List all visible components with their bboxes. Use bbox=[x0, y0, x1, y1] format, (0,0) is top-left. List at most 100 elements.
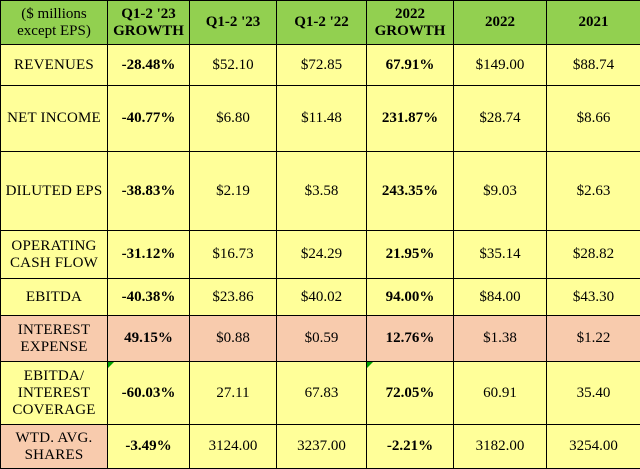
cell-2022: $149.00 bbox=[454, 45, 547, 86]
row-label: REVENUES bbox=[1, 45, 108, 86]
row-label: EBITDA/ INTEREST COVERAGE bbox=[1, 362, 108, 425]
row-label: EBITDA bbox=[1, 279, 108, 316]
cell-q12-23-growth: -3.49% bbox=[108, 425, 190, 469]
cell-value: -60.03% bbox=[122, 385, 176, 401]
cell-2021: $28.82 bbox=[547, 231, 640, 279]
table-row-revenues: REVENUES -28.48% $52.10 $72.85 67.91% $1… bbox=[1, 45, 640, 86]
table-row-interest-coverage: EBITDA/ INTEREST COVERAGE -60.03% 27.11 … bbox=[1, 362, 640, 425]
cell-2021: $2.63 bbox=[547, 152, 640, 231]
row-label-line: EBITDA/ bbox=[3, 368, 105, 385]
row-label-line: REVENUES bbox=[3, 57, 105, 74]
cell-2022-growth: 72.05% bbox=[367, 362, 454, 425]
row-label-line: INTEREST bbox=[3, 322, 105, 339]
cell-2021: $88.74 bbox=[547, 45, 640, 86]
cell-q12-23-growth: -31.12% bbox=[108, 231, 190, 279]
row-label: INTEREST EXPENSE bbox=[1, 316, 108, 362]
cell-2021: $43.30 bbox=[547, 279, 640, 316]
cell-q12-22: 3237.00 bbox=[277, 425, 367, 469]
table-row-ebitda: EBITDA -40.38% $23.86 $40.02 94.00% $84.… bbox=[1, 279, 640, 316]
row-label-line: NET INCOME bbox=[3, 110, 105, 127]
header-line: 2022 bbox=[456, 14, 544, 31]
header-2022-growth: 2022 GROWTH bbox=[367, 1, 454, 45]
header-label-line: except EPS) bbox=[3, 23, 105, 40]
cell-2021: $8.66 bbox=[547, 86, 640, 152]
table-row-diluted-eps: DILUTED EPS -38.83% $2.19 $3.58 243.35% … bbox=[1, 152, 640, 231]
row-label-line: OPERATING bbox=[3, 238, 105, 255]
cell-q12-22: $40.02 bbox=[277, 279, 367, 316]
header-q12-22: Q1-2 '22 bbox=[277, 1, 367, 45]
cell-q12-23-growth: -40.77% bbox=[108, 86, 190, 152]
cell-2022: $84.00 bbox=[454, 279, 547, 316]
cell-q12-23: $16.73 bbox=[190, 231, 277, 279]
row-label-line: DILUTED EPS bbox=[3, 183, 105, 200]
cell-2021: 35.40 bbox=[547, 362, 640, 425]
row-label-line: COVERAGE bbox=[3, 402, 105, 419]
cell-q12-22: $72.85 bbox=[277, 45, 367, 86]
header-line: 2022 bbox=[369, 6, 451, 23]
header-line: GROWTH bbox=[369, 23, 451, 40]
header-line: GROWTH bbox=[110, 23, 187, 40]
cell-2022: 60.91 bbox=[454, 362, 547, 425]
row-label: OPERATING CASH FLOW bbox=[1, 231, 108, 279]
comment-marker-icon bbox=[367, 362, 373, 368]
cell-q12-22: $11.48 bbox=[277, 86, 367, 152]
cell-2022-growth: 231.87% bbox=[367, 86, 454, 152]
cell-q12-23: 3124.00 bbox=[190, 425, 277, 469]
comment-marker-icon bbox=[108, 362, 114, 368]
cell-q12-23-growth: -60.03% bbox=[108, 362, 190, 425]
cell-q12-23-growth: -40.38% bbox=[108, 279, 190, 316]
cell-2022: $1.38 bbox=[454, 316, 547, 362]
cell-2022-growth: 94.00% bbox=[367, 279, 454, 316]
cell-2021: 3254.00 bbox=[547, 425, 640, 469]
row-label-line: EBITDA bbox=[3, 289, 105, 306]
header-label-line: ($ millions bbox=[3, 6, 105, 23]
header-line: Q1-2 '22 bbox=[279, 14, 364, 31]
cell-q12-23: $6.80 bbox=[190, 86, 277, 152]
row-label: WTD. AVG. SHARES bbox=[1, 425, 108, 469]
cell-q12-23: $0.88 bbox=[190, 316, 277, 362]
header-q12-23-growth: Q1-2 '23 GROWTH bbox=[108, 1, 190, 45]
cell-q12-22: $3.58 bbox=[277, 152, 367, 231]
row-label-line: WTD. AVG. bbox=[3, 430, 105, 447]
header-row: ($ millions except EPS) Q1-2 '23 GROWTH … bbox=[1, 1, 640, 45]
cell-value: 72.05% bbox=[386, 385, 435, 401]
row-label: DILUTED EPS bbox=[1, 152, 108, 231]
cell-q12-23-growth: -38.83% bbox=[108, 152, 190, 231]
row-label-line: INTEREST bbox=[3, 385, 105, 402]
table-row-net-income: NET INCOME -40.77% $6.80 $11.48 231.87% … bbox=[1, 86, 640, 152]
cell-q12-22: $24.29 bbox=[277, 231, 367, 279]
cell-2022-growth: 21.95% bbox=[367, 231, 454, 279]
cell-q12-23-growth: -28.48% bbox=[108, 45, 190, 86]
header-line: Q1-2 '23 bbox=[110, 6, 187, 23]
header-line: Q1-2 '23 bbox=[192, 14, 274, 31]
cell-2022: $28.74 bbox=[454, 86, 547, 152]
table-row-interest-expense: INTEREST EXPENSE 49.15% $0.88 $0.59 12.7… bbox=[1, 316, 640, 362]
row-label: NET INCOME bbox=[1, 86, 108, 152]
cell-2022-growth: 243.35% bbox=[367, 152, 454, 231]
row-label-line: EXPENSE bbox=[3, 339, 105, 356]
header-2022: 2022 bbox=[454, 1, 547, 45]
cell-2021: $1.22 bbox=[547, 316, 640, 362]
row-label-line: CASH FLOW bbox=[3, 255, 105, 272]
cell-q12-23: 27.11 bbox=[190, 362, 277, 425]
cell-q12-23: $52.10 bbox=[190, 45, 277, 86]
table-row-wtd-avg-shares: WTD. AVG. SHARES -3.49% 3124.00 3237.00 … bbox=[1, 425, 640, 469]
cell-q12-23: $23.86 bbox=[190, 279, 277, 316]
cell-2022-growth: -2.21% bbox=[367, 425, 454, 469]
cell-q12-23-growth: 49.15% bbox=[108, 316, 190, 362]
cell-q12-22: $0.59 bbox=[277, 316, 367, 362]
row-label-line: SHARES bbox=[3, 447, 105, 464]
header-label-cell: ($ millions except EPS) bbox=[1, 1, 108, 45]
header-q12-23: Q1-2 '23 bbox=[190, 1, 277, 45]
table-row-operating-cash-flow: OPERATING CASH FLOW -31.12% $16.73 $24.2… bbox=[1, 231, 640, 279]
cell-q12-23: $2.19 bbox=[190, 152, 277, 231]
cell-q12-22: 67.83 bbox=[277, 362, 367, 425]
cell-2022: $9.03 bbox=[454, 152, 547, 231]
header-2021: 2021 bbox=[547, 1, 640, 45]
cell-2022: 3182.00 bbox=[454, 425, 547, 469]
header-line: 2021 bbox=[549, 14, 638, 31]
cell-2022-growth: 67.91% bbox=[367, 45, 454, 86]
cell-2022: $35.14 bbox=[454, 231, 547, 279]
cell-2022-growth: 12.76% bbox=[367, 316, 454, 362]
